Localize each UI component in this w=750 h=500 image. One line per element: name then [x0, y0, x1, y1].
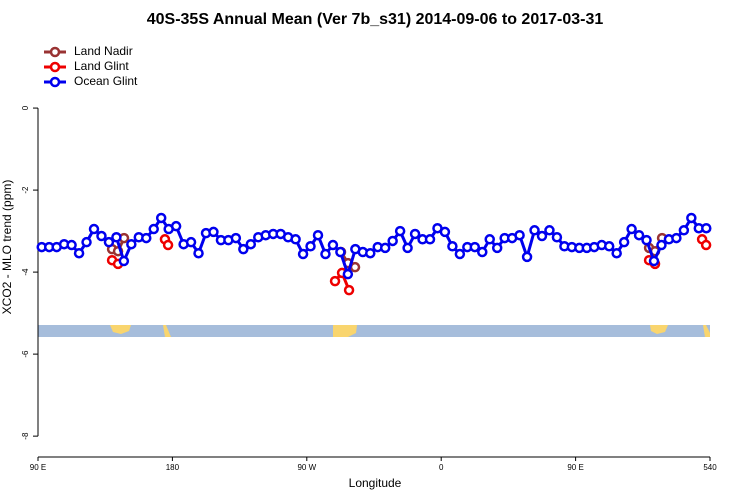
land-shape [110, 325, 131, 334]
y-tick-label: 0 [21, 105, 30, 110]
legend-marker [49, 46, 61, 58]
data-point [96, 230, 107, 242]
legend-label: Land Glint [74, 59, 129, 73]
land-shape [333, 325, 357, 337]
data-point [409, 228, 421, 240]
x-axis-label: Longitude [349, 476, 402, 490]
y-tick-label: -6 [21, 350, 30, 358]
data-point [379, 242, 391, 254]
data-point [343, 284, 355, 296]
data-point [193, 247, 204, 259]
x-tick-label: 90 E [30, 463, 46, 472]
data-point [671, 232, 682, 244]
data-point [66, 239, 77, 251]
y-tick-label: -4 [21, 268, 30, 276]
data-point [141, 232, 152, 244]
data-point [365, 247, 376, 259]
x-tick-label: 90 E [567, 463, 583, 472]
data-point [305, 241, 316, 252]
data-point [329, 275, 341, 287]
data-point [162, 239, 174, 251]
legend-label: Land Nadir [74, 44, 133, 58]
data-point [686, 212, 697, 224]
data-point [148, 223, 159, 235]
data-point [514, 229, 525, 241]
x-tick-label: 90 W [297, 463, 316, 472]
chart-title: 40S-35S Annual Mean (Ver 7b_s31) 2014-09… [147, 11, 604, 28]
data-point [648, 255, 660, 267]
data-point [335, 246, 346, 258]
data-point [491, 242, 503, 254]
data-point [394, 225, 406, 237]
data-point [439, 226, 451, 238]
data-point [603, 241, 615, 252]
legend-label: Ocean Glint [74, 74, 138, 88]
land-shape [163, 325, 171, 337]
data-point [551, 231, 563, 243]
data-point [327, 239, 339, 251]
land-shape [650, 325, 668, 334]
data-point [633, 229, 645, 241]
data-point [320, 248, 331, 260]
data-point [484, 234, 495, 245]
y-axis-label: XCO2 - MLO trend (ppm) [0, 180, 14, 315]
x-tick-label: 180 [166, 463, 180, 472]
data-point [529, 225, 540, 236]
data-point [454, 248, 466, 260]
data-point [618, 236, 630, 248]
data-point [81, 236, 92, 248]
legend-marker [49, 76, 61, 88]
land-shape [703, 325, 710, 337]
data-point [155, 212, 167, 224]
data-point [297, 248, 309, 260]
legend-marker [49, 61, 61, 73]
data-point [208, 226, 219, 238]
data-point [626, 223, 637, 235]
data-point [312, 229, 324, 241]
ocean-strip [38, 325, 710, 337]
data-point [290, 234, 301, 245]
data-point [611, 247, 622, 259]
data-point [342, 268, 354, 280]
data-point [447, 241, 458, 252]
data-point [245, 238, 257, 250]
data-point [477, 246, 488, 258]
data-point [521, 251, 533, 263]
data-point [230, 232, 242, 244]
data-point [238, 243, 249, 255]
map-strip [38, 325, 710, 337]
data-point [536, 230, 548, 242]
data-point [118, 255, 130, 267]
y-tick-label: -8 [21, 432, 30, 440]
data-point [402, 242, 413, 254]
data-point [656, 239, 667, 251]
data-point [387, 235, 398, 247]
data-point [111, 231, 122, 243]
data-point [185, 236, 197, 248]
data-point [170, 220, 182, 232]
data-point [641, 234, 652, 246]
x-tick-label: 0 [439, 463, 444, 472]
data-point [469, 241, 481, 253]
data-point [700, 239, 712, 251]
data-point [544, 225, 555, 236]
data-point [103, 236, 115, 248]
data-point [88, 223, 100, 235]
y-tick-label: -2 [21, 186, 30, 194]
data-point [126, 238, 137, 250]
data-point [73, 247, 85, 259]
data-point [701, 222, 712, 234]
data-point [678, 225, 690, 236]
data-point [424, 234, 436, 245]
x-tick-label: 540 [703, 463, 717, 472]
